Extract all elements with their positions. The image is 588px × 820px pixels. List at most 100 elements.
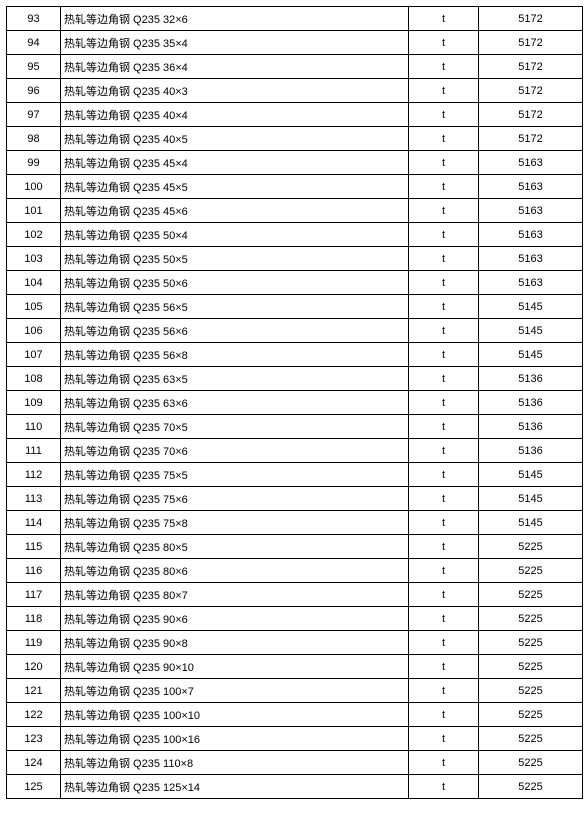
row-price: 5145 — [479, 511, 583, 535]
row-price: 5145 — [479, 295, 583, 319]
row-description: 热轧等边角钢 Q235 50×5 — [61, 247, 409, 271]
row-index: 116 — [7, 559, 61, 583]
row-unit: t — [409, 511, 479, 535]
row-price: 5163 — [479, 247, 583, 271]
row-price: 5225 — [479, 775, 583, 799]
row-unit: t — [409, 391, 479, 415]
row-index: 124 — [7, 751, 61, 775]
row-unit: t — [409, 127, 479, 151]
row-unit: t — [409, 319, 479, 343]
row-unit: t — [409, 367, 479, 391]
row-index: 94 — [7, 31, 61, 55]
row-index: 104 — [7, 271, 61, 295]
row-description: 热轧等边角钢 Q235 36×4 — [61, 55, 409, 79]
table-row: 94热轧等边角钢 Q235 35×4t5172 — [7, 31, 583, 55]
table-body: 93热轧等边角钢 Q235 32×6t517294热轧等边角钢 Q235 35×… — [7, 7, 583, 799]
table-row: 111热轧等边角钢 Q235 70×6t5136 — [7, 439, 583, 463]
row-price: 5225 — [479, 535, 583, 559]
row-description: 热轧等边角钢 Q235 100×16 — [61, 727, 409, 751]
row-unit: t — [409, 559, 479, 583]
row-index: 122 — [7, 703, 61, 727]
row-description: 热轧等边角钢 Q235 75×6 — [61, 487, 409, 511]
row-price: 5163 — [479, 199, 583, 223]
row-description: 热轧等边角钢 Q235 56×5 — [61, 295, 409, 319]
row-description: 热轧等边角钢 Q235 63×6 — [61, 391, 409, 415]
row-index: 109 — [7, 391, 61, 415]
row-description: 热轧等边角钢 Q235 40×5 — [61, 127, 409, 151]
table-row: 93热轧等边角钢 Q235 32×6t5172 — [7, 7, 583, 31]
row-price: 5163 — [479, 175, 583, 199]
row-description: 热轧等边角钢 Q235 40×3 — [61, 79, 409, 103]
row-price: 5172 — [479, 31, 583, 55]
row-description: 热轧等边角钢 Q235 50×6 — [61, 271, 409, 295]
row-unit: t — [409, 439, 479, 463]
row-index: 118 — [7, 607, 61, 631]
row-unit: t — [409, 175, 479, 199]
table-row: 113热轧等边角钢 Q235 75×6t5145 — [7, 487, 583, 511]
row-price: 5163 — [479, 271, 583, 295]
row-index: 95 — [7, 55, 61, 79]
row-index: 111 — [7, 439, 61, 463]
row-description: 热轧等边角钢 Q235 56×6 — [61, 319, 409, 343]
row-index: 112 — [7, 463, 61, 487]
row-index: 100 — [7, 175, 61, 199]
table-row: 100热轧等边角钢 Q235 45×5t5163 — [7, 175, 583, 199]
row-index: 101 — [7, 199, 61, 223]
row-description: 热轧等边角钢 Q235 80×7 — [61, 583, 409, 607]
row-price: 5225 — [479, 751, 583, 775]
table-row: 117热轧等边角钢 Q235 80×7t5225 — [7, 583, 583, 607]
row-price: 5136 — [479, 439, 583, 463]
row-description: 热轧等边角钢 Q235 56×8 — [61, 343, 409, 367]
row-description: 热轧等边角钢 Q235 50×4 — [61, 223, 409, 247]
row-description: 热轧等边角钢 Q235 32×6 — [61, 7, 409, 31]
steel-price-table: 93热轧等边角钢 Q235 32×6t517294热轧等边角钢 Q235 35×… — [6, 6, 583, 799]
row-index: 107 — [7, 343, 61, 367]
row-index: 115 — [7, 535, 61, 559]
row-unit: t — [409, 607, 479, 631]
row-unit: t — [409, 727, 479, 751]
row-price: 5163 — [479, 151, 583, 175]
row-index: 125 — [7, 775, 61, 799]
row-description: 热轧等边角钢 Q235 63×5 — [61, 367, 409, 391]
row-index: 110 — [7, 415, 61, 439]
row-unit: t — [409, 583, 479, 607]
row-unit: t — [409, 247, 479, 271]
table-row: 105热轧等边角钢 Q235 56×5t5145 — [7, 295, 583, 319]
row-description: 热轧等边角钢 Q235 100×7 — [61, 679, 409, 703]
row-price: 5172 — [479, 103, 583, 127]
row-price: 5225 — [479, 703, 583, 727]
row-price: 5145 — [479, 487, 583, 511]
row-unit: t — [409, 703, 479, 727]
table-row: 102热轧等边角钢 Q235 50×4t5163 — [7, 223, 583, 247]
table-row: 104热轧等边角钢 Q235 50×6t5163 — [7, 271, 583, 295]
row-price: 5172 — [479, 7, 583, 31]
row-price: 5145 — [479, 319, 583, 343]
row-unit: t — [409, 295, 479, 319]
table-row: 112热轧等边角钢 Q235 75×5t5145 — [7, 463, 583, 487]
table-row: 121热轧等边角钢 Q235 100×7t5225 — [7, 679, 583, 703]
row-index: 108 — [7, 367, 61, 391]
row-unit: t — [409, 631, 479, 655]
row-index: 99 — [7, 151, 61, 175]
row-description: 热轧等边角钢 Q235 75×5 — [61, 463, 409, 487]
row-price: 5163 — [479, 223, 583, 247]
table-row: 116热轧等边角钢 Q235 80×6t5225 — [7, 559, 583, 583]
row-price: 5225 — [479, 631, 583, 655]
row-index: 97 — [7, 103, 61, 127]
row-index: 96 — [7, 79, 61, 103]
row-index: 121 — [7, 679, 61, 703]
table-row: 106热轧等边角钢 Q235 56×6t5145 — [7, 319, 583, 343]
row-unit: t — [409, 751, 479, 775]
row-description: 热轧等边角钢 Q235 80×6 — [61, 559, 409, 583]
row-unit: t — [409, 487, 479, 511]
row-unit: t — [409, 463, 479, 487]
row-price: 5136 — [479, 391, 583, 415]
row-description: 热轧等边角钢 Q235 75×8 — [61, 511, 409, 535]
row-price: 5145 — [479, 463, 583, 487]
row-description: 热轧等边角钢 Q235 80×5 — [61, 535, 409, 559]
row-description: 热轧等边角钢 Q235 125×14 — [61, 775, 409, 799]
row-unit: t — [409, 223, 479, 247]
row-unit: t — [409, 103, 479, 127]
table-row: 99热轧等边角钢 Q235 45×4t5163 — [7, 151, 583, 175]
row-unit: t — [409, 31, 479, 55]
